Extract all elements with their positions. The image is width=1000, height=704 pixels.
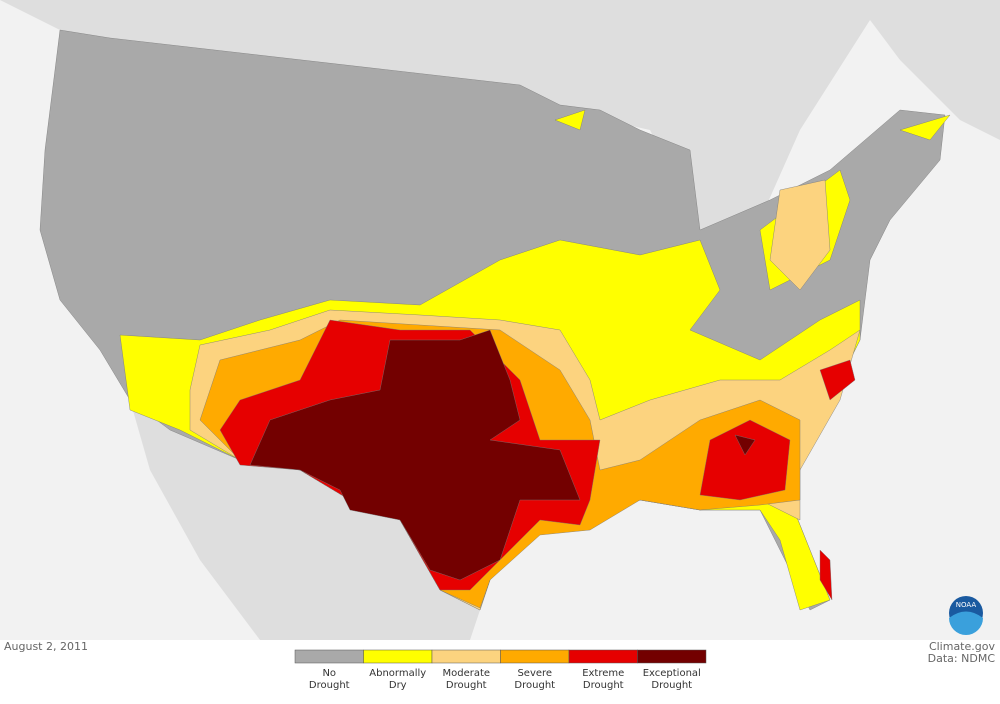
legend-label: Drought xyxy=(309,680,350,691)
legend-label: Abnormally xyxy=(369,668,426,679)
canada xyxy=(0,0,1000,230)
region xyxy=(769,179,831,291)
legend: NoDroughtAbnormallyDryModerateDroughtSev… xyxy=(294,649,707,691)
region xyxy=(734,434,756,456)
mexico xyxy=(130,400,480,640)
legend-label: Moderate xyxy=(442,668,490,679)
legend-label: Drought xyxy=(651,680,692,691)
legend-label: Drought xyxy=(514,680,555,691)
date: August 2, 2011 xyxy=(4,640,88,653)
region xyxy=(819,549,833,601)
credit: Data: NDMC xyxy=(928,652,996,665)
legend-swatch xyxy=(568,649,638,664)
legend-swatch xyxy=(431,649,501,664)
credit: Climate.gov xyxy=(929,640,996,653)
legend-label: Drought xyxy=(583,680,624,691)
region xyxy=(699,419,791,501)
logo-wave xyxy=(949,611,983,635)
legend-swatch xyxy=(363,649,433,664)
region xyxy=(899,114,951,141)
logo-text: NOAA xyxy=(956,601,977,609)
legend-label: No xyxy=(322,668,336,679)
legend-label: Exceptional xyxy=(643,668,701,679)
legend-label: Drought xyxy=(446,680,487,691)
legend-label: Severe xyxy=(517,668,552,679)
drought-map xyxy=(39,29,951,611)
legend-swatch xyxy=(637,649,707,664)
region xyxy=(249,329,581,581)
legend-swatch xyxy=(500,649,570,664)
legend-label: Dry xyxy=(389,680,407,691)
region xyxy=(819,359,856,401)
legend-swatch xyxy=(294,649,364,664)
legend-label: Extreme xyxy=(582,668,624,679)
region xyxy=(554,109,586,131)
